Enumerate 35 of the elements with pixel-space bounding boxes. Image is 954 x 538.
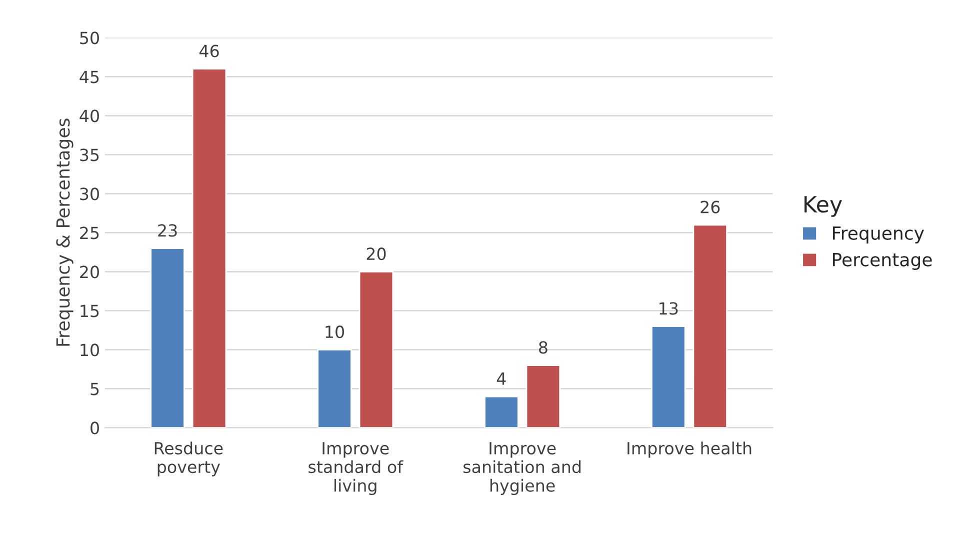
- bar: [192, 68, 227, 428]
- x-tick-label: Resduce poverty: [154, 442, 223, 476]
- bar: [526, 364, 561, 428]
- legend-label: Frequency: [833, 226, 924, 244]
- legend-title: Key: [804, 196, 842, 217]
- bar: [651, 326, 686, 428]
- data-label: 26: [700, 200, 720, 214]
- y-tick-label: 40: [80, 110, 99, 122]
- y-tick-label: 0: [90, 422, 99, 434]
- data-label: 23: [158, 224, 177, 237]
- bar: [150, 248, 185, 428]
- data-label: 4: [496, 372, 506, 385]
- bar: [358, 270, 394, 428]
- y-tick-label: 20: [80, 266, 99, 278]
- data-label: 13: [660, 302, 678, 315]
- x-tick-label: Improve sanitation and hygiene: [464, 442, 581, 496]
- y-tick-label: 45: [80, 70, 99, 84]
- y-tick-label: 10: [80, 344, 99, 356]
- legend-label: Percentage: [833, 253, 932, 270]
- data-label: 20: [366, 248, 386, 260]
- bar: [692, 224, 728, 428]
- y-tick-label: 50: [80, 32, 99, 44]
- data-label: 46: [199, 44, 219, 58]
- y-tick-label: 35: [80, 148, 99, 162]
- x-tick-label: Improve health: [628, 442, 752, 458]
- y-tick-label: 25: [80, 226, 99, 240]
- data-label: 10: [326, 326, 344, 338]
- y-tick-label: 15: [80, 304, 99, 318]
- y-tick-label: 5: [90, 382, 99, 396]
- bar: [484, 396, 519, 428]
- data-label: 8: [539, 341, 548, 354]
- x-tick-label: Improve standard of living: [308, 442, 404, 496]
- bar: [317, 349, 352, 428]
- y-axis-title: Frequency & Percentages: [56, 118, 74, 346]
- y-tick-label: 30: [80, 188, 99, 200]
